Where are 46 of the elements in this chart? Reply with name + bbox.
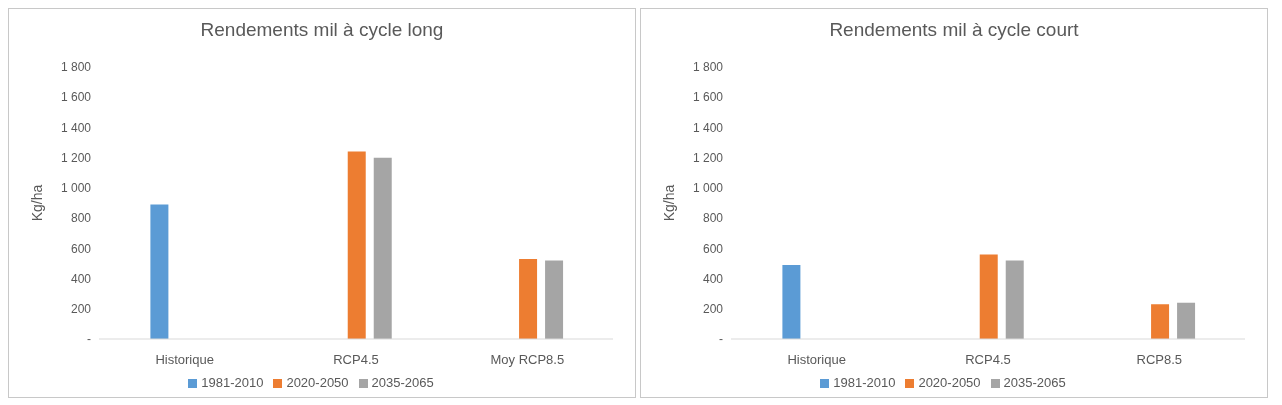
bar — [519, 258, 538, 339]
y-axis-title: Kg/ha — [660, 184, 677, 222]
x-tick-label: RCP8.5 — [1136, 352, 1183, 368]
y-tick-label: 1 800 — [692, 60, 724, 75]
x-tick-label: RCP4.5 — [333, 352, 379, 368]
x-tick-label: RCP4.5 — [965, 352, 1011, 368]
y-tick-label: 200 — [702, 302, 724, 317]
y-tick-label: 1 400 — [692, 120, 724, 135]
y-tick-label: 200 — [70, 302, 92, 317]
bar — [1151, 304, 1170, 339]
x-tick-label: Historique — [155, 352, 214, 368]
y-tick-label: 1 600 — [60, 90, 92, 105]
y-tick-label: 1 200 — [60, 150, 92, 165]
x-tick-label: Moy RCP8.5 — [490, 352, 565, 368]
y-tick-label: - — [87, 332, 91, 347]
y-tick-label: 400 — [702, 271, 724, 286]
y-tick-label: 1 400 — [60, 120, 92, 135]
legend-label: 2035-2065 — [1003, 375, 1066, 390]
bar — [1005, 260, 1024, 339]
legend-label: 2020-2050 — [918, 375, 981, 390]
y-tick-label: 400 — [70, 271, 92, 286]
y-tick-label: 1 600 — [692, 90, 724, 105]
legend-label: 2020-2050 — [286, 375, 349, 390]
legend-label: 1981-2010 — [201, 375, 264, 390]
chart-title: Rendements mil à cycle long — [199, 19, 445, 41]
bar — [347, 151, 366, 339]
y-tick-label: 1 000 — [60, 181, 92, 196]
bar — [979, 254, 998, 339]
bar — [545, 260, 564, 339]
y-tick-label: 1 800 — [60, 60, 92, 75]
y-axis-title: Kg/ha — [28, 184, 45, 222]
chart-title: Rendements mil à cycle court — [828, 19, 1080, 41]
bar — [150, 204, 169, 339]
y-tick-label: 800 — [702, 211, 724, 226]
legend-label: 1981-2010 — [833, 375, 896, 390]
y-tick-label: 1 200 — [692, 150, 724, 165]
legend-label: 2035-2065 — [371, 375, 434, 390]
bar — [1177, 302, 1196, 339]
bar — [782, 264, 801, 339]
y-tick-label: - — [719, 332, 723, 347]
x-tick-label: Historique — [787, 352, 846, 368]
y-tick-label: 800 — [70, 211, 92, 226]
y-tick-label: 600 — [702, 241, 724, 256]
y-tick-label: 600 — [70, 241, 92, 256]
bar — [373, 157, 392, 339]
y-tick-label: 1 000 — [692, 181, 724, 196]
